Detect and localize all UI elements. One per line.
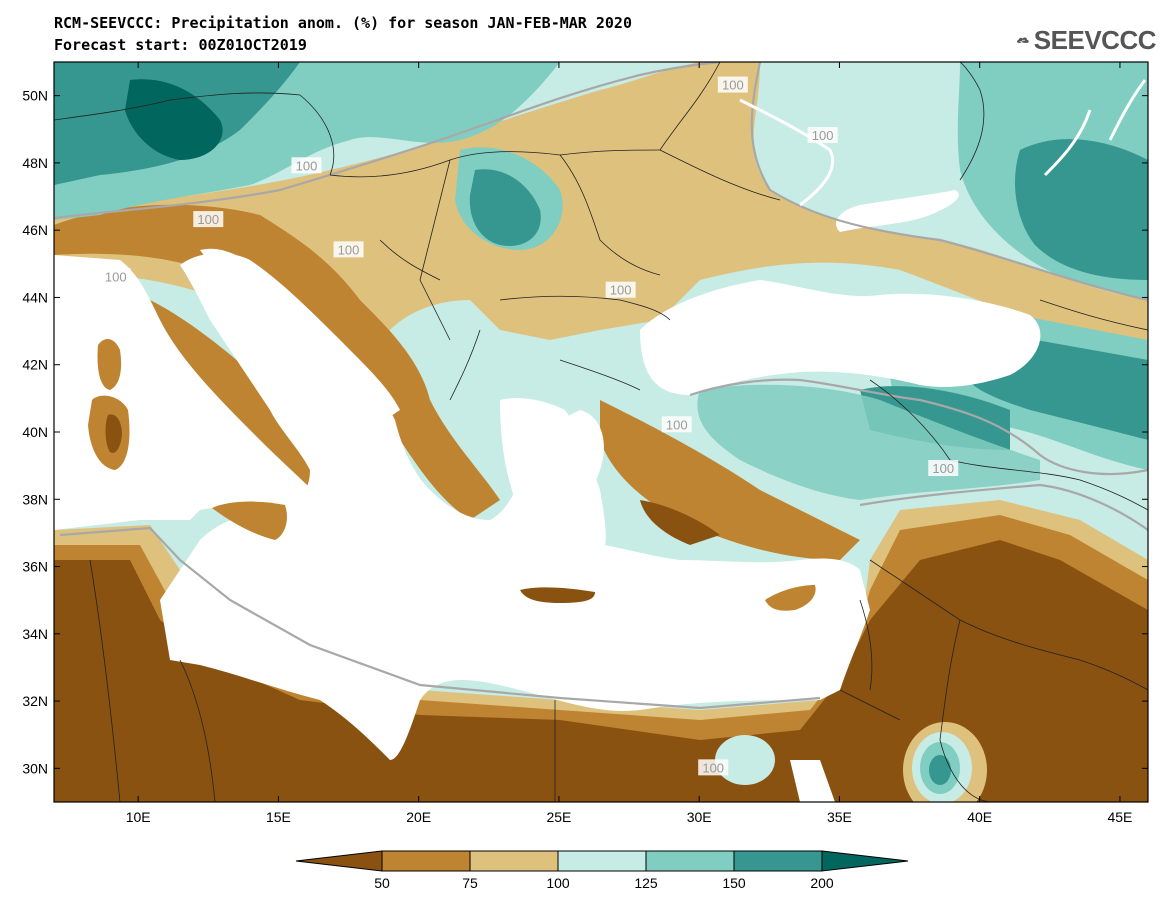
contour-label-bg <box>807 127 838 143</box>
colorbar-label: 100 <box>546 875 570 891</box>
cloud-icon <box>1017 37 1029 43</box>
colorbar-extend-low <box>295 850 383 872</box>
contour-label-bg <box>100 268 131 285</box>
lat-tick-label: 40N <box>22 424 48 440</box>
sea-of-azov <box>836 190 959 232</box>
longitude-ticks: 10E 15E 20E 25E 30E 35E 40E 45E <box>126 62 1132 825</box>
region-dry-extreme-south <box>54 540 1148 802</box>
lon-tick-label: 20E <box>406 809 431 825</box>
logo-text: SEEVCCC <box>1033 24 1157 55</box>
contour-levant <box>859 483 1148 531</box>
colorbar-extend-high <box>821 850 909 872</box>
crete <box>520 587 595 603</box>
lon-tick-label: 30E <box>687 809 712 825</box>
latitude-ticks: 50N 48N 46N 44N 42N 40N 38N 36N 34N 32N 30N <box>22 88 1148 776</box>
colorbar-swatch <box>381 850 471 872</box>
contour-label-bg <box>928 460 959 476</box>
forecast-start-label: Forecast start: 00Z01OCT2019 <box>54 36 307 54</box>
sardinia-core <box>105 414 122 453</box>
colorbar-label: 125 <box>634 875 658 891</box>
cyprus <box>765 585 816 611</box>
black-sea <box>640 280 1041 395</box>
map-field <box>54 62 1148 802</box>
red-sea <box>790 760 835 802</box>
contour-label: 100 <box>812 128 834 143</box>
lat-tick-label: 42N <box>22 357 48 373</box>
region-arabia-very-wet <box>929 755 951 785</box>
region-dry-extreme-anatolia <box>640 500 720 545</box>
aegean-sea <box>500 398 606 560</box>
contour-labels: 100 100 100 100 100 100 100 100 100 100 <box>100 76 959 776</box>
contour-turkey <box>689 378 1148 476</box>
region-wet-extreme-germany <box>125 79 223 160</box>
region-very-wet-russia <box>1015 139 1148 280</box>
country-borders <box>54 62 1148 802</box>
lat-tick-label: 36N <box>22 559 48 575</box>
contour-label-bg <box>717 76 748 93</box>
contour-label: 100 <box>338 242 360 257</box>
central-eastern-mediterranean <box>160 253 870 760</box>
colorbar-swatch <box>557 850 647 872</box>
contour-label-bg <box>605 281 636 298</box>
lon-tick-label: 25E <box>546 809 571 825</box>
lat-tick-label: 30N <box>22 760 48 776</box>
contour-label: 100 <box>610 283 632 298</box>
contour-label-bg <box>698 759 729 776</box>
lat-tick-label: 44N <box>22 289 48 305</box>
contour-label: 100 <box>722 78 744 93</box>
seevccc-logo: SEEVCCC <box>1016 22 1157 58</box>
dnieper-river <box>739 79 1147 207</box>
colorbar-label: 200 <box>810 875 834 891</box>
lon-tick-label: 45E <box>1107 809 1132 825</box>
contour-label-bg <box>661 416 692 433</box>
colorbar-label: 150 <box>722 875 746 891</box>
region-nile-slightly-wet <box>715 735 775 785</box>
contour-label: 100 <box>197 212 219 227</box>
map-title: RCM-SEEVCCC: Precipitation anom. (%) for… <box>54 14 632 32</box>
contour-label: 100 <box>105 269 127 284</box>
sicily <box>212 501 287 540</box>
contour-north <box>54 62 721 220</box>
lat-tick-label: 48N <box>22 155 48 171</box>
contour-north-africa <box>59 526 821 710</box>
contour-100-lines <box>54 62 1148 710</box>
colorbar-swatch <box>645 850 735 872</box>
lat-tick-label: 46N <box>22 222 48 238</box>
colorbar-label: 50 <box>374 875 390 891</box>
adriatic-sea <box>200 248 400 420</box>
colorbar-swatch <box>733 850 823 872</box>
colorbar-swatch <box>469 850 559 872</box>
lat-tick-label: 38N <box>22 491 48 507</box>
contour-label: 100 <box>296 158 318 173</box>
colorbar-label: 75 <box>462 875 478 891</box>
region-dry-anatolia <box>600 400 860 560</box>
contour-label-bg <box>291 157 322 174</box>
lat-tick-label: 32N <box>22 693 48 709</box>
lat-tick-label: 50N <box>22 88 48 104</box>
contour-label-bg <box>193 211 224 228</box>
region-very-wet-hungary <box>469 169 541 246</box>
contour-ukraine <box>750 62 1148 302</box>
lon-tick-label: 10E <box>126 809 151 825</box>
colorbar: 50 75 100 125 150 200 <box>295 850 909 891</box>
lon-tick-label: 40E <box>967 809 992 825</box>
contour-label-bg <box>333 241 364 258</box>
contour-label: 100 <box>702 760 724 775</box>
lat-tick-label: 34N <box>22 626 48 642</box>
region-dry-adriatic <box>54 204 500 520</box>
lon-tick-label: 15E <box>266 809 291 825</box>
contour-label: 100 <box>932 461 954 476</box>
contour-label: 100 <box>666 417 688 432</box>
corsica <box>97 338 122 390</box>
lon-tick-label: 35E <box>827 809 852 825</box>
